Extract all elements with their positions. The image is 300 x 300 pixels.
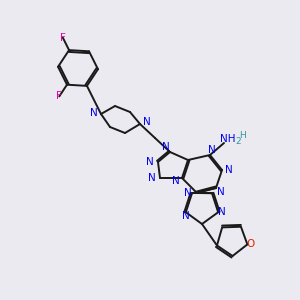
Text: N: N xyxy=(208,145,216,155)
Text: NH: NH xyxy=(220,134,236,144)
Text: 2: 2 xyxy=(235,137,241,146)
Text: N: N xyxy=(184,188,192,198)
Text: N: N xyxy=(143,117,151,127)
Text: N: N xyxy=(90,108,98,118)
Text: F: F xyxy=(60,33,66,43)
Text: O: O xyxy=(246,239,254,249)
Text: N: N xyxy=(217,187,225,197)
Text: H: H xyxy=(238,130,245,140)
Text: F: F xyxy=(56,92,62,101)
Text: N: N xyxy=(148,173,156,183)
Text: N: N xyxy=(218,207,226,217)
Text: N: N xyxy=(225,165,233,175)
Text: N: N xyxy=(162,142,170,152)
Text: N: N xyxy=(182,211,190,221)
Text: N: N xyxy=(172,176,180,186)
Text: N: N xyxy=(146,157,154,167)
